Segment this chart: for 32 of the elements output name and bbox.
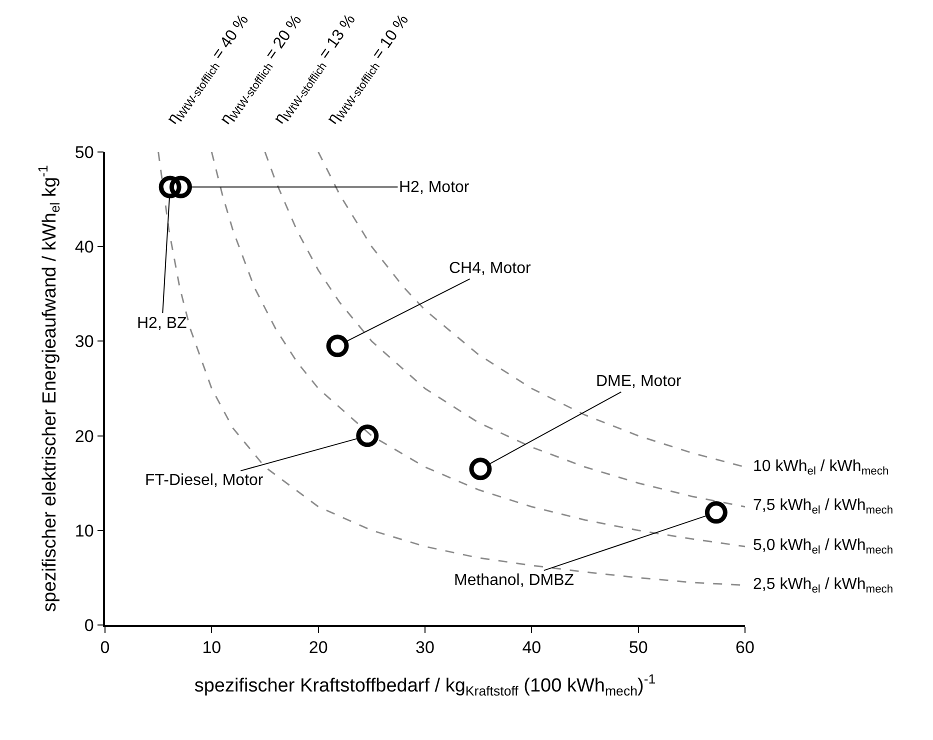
annotation: FT-Diesel, Motor xyxy=(145,472,264,489)
y-tick-label: 0 xyxy=(84,616,94,635)
x-tick-label: 60 xyxy=(736,638,754,658)
series-label: 7,5 kWh$_{el}$ / kWh$_{mech}$ xyxy=(753,497,894,516)
y-tick-label: 40 xyxy=(74,238,94,257)
point xyxy=(356,424,379,448)
y-tick-label: 30 xyxy=(74,332,94,352)
y-tick-label: 50 xyxy=(74,142,94,162)
annotation: DME, Motor xyxy=(596,373,682,390)
series-label: 2,5 kWh$_{el}$ / kWh$_{mech}$ xyxy=(753,576,894,596)
x-tick-label: 10 xyxy=(202,638,222,658)
point xyxy=(704,501,728,524)
y-tick-label: 10 xyxy=(74,521,94,540)
series-label: 5,0 kWh$_{el}$ / kWh$_{mech}$ xyxy=(753,537,894,556)
x-axis-title: spezifischer Kraftstoffbedarf / kg$_{Kraftstoff}$ (100 kWh$_{mech}$)$^{-1}$ xyxy=(194,671,656,698)
annotation: H2, BZ xyxy=(137,315,188,332)
point xyxy=(169,176,192,198)
point xyxy=(158,176,182,198)
x-tick-label: 20 xyxy=(308,638,328,658)
point xyxy=(326,334,349,358)
x-tick-label: 50 xyxy=(628,638,648,658)
annotation: Methanol, DMBZ xyxy=(454,572,574,589)
x-tick-label: 0 xyxy=(100,638,110,658)
line-series xyxy=(318,152,745,468)
series-label: 10 kWh$_{el}$ / kWh$_{mech}$ xyxy=(753,458,889,478)
annotation: CH4, Motor xyxy=(449,260,532,277)
x-tick-label: 30 xyxy=(416,638,434,658)
y-tick-label: 20 xyxy=(74,426,94,446)
line-series xyxy=(264,152,745,508)
annotation: H2, Motor xyxy=(399,179,470,196)
point xyxy=(469,458,492,480)
x-tick-label: 40 xyxy=(522,638,542,658)
